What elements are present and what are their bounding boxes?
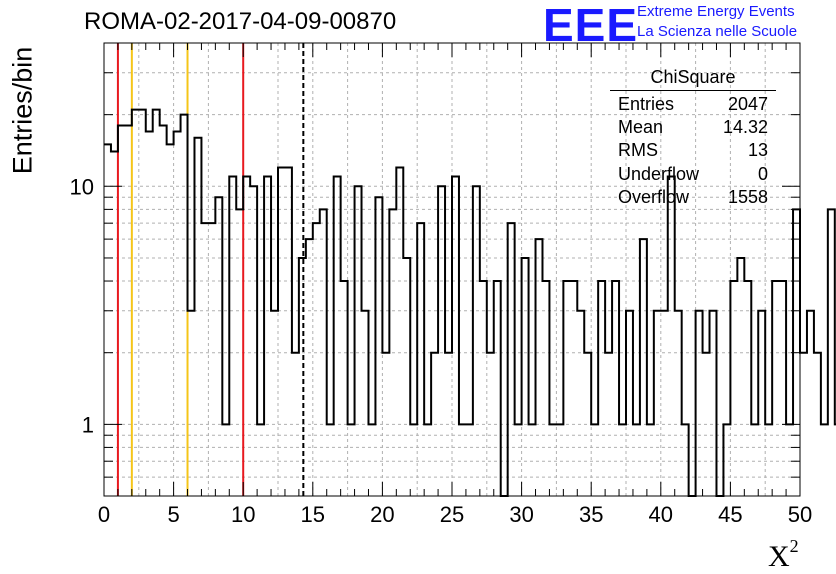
stats-label: Mean bbox=[618, 117, 664, 138]
stats-value: 14.32 bbox=[722, 117, 768, 138]
logo-line1: Extreme Energy Events bbox=[637, 3, 795, 20]
stats-row: Entries 2047 bbox=[610, 93, 776, 116]
stats-value: 2047 bbox=[727, 94, 768, 114]
x-axis-label-text: X bbox=[768, 540, 790, 573]
stats-value: 0 bbox=[757, 163, 768, 184]
stats-row: Overflow 1558 bbox=[610, 186, 776, 209]
x-tick-label: 0 bbox=[98, 502, 110, 527]
x-tick-label: 10 bbox=[231, 502, 255, 527]
x-tick-label: 5 bbox=[167, 502, 179, 527]
stats-label: Entries bbox=[618, 94, 675, 114]
x-tick-label: 45 bbox=[718, 502, 742, 527]
stats-value: 1558 bbox=[727, 186, 768, 207]
eee-logo: EEE bbox=[543, 0, 639, 51]
stats-row: Mean 14.32 bbox=[610, 116, 776, 139]
stats-label: RMS bbox=[618, 140, 658, 161]
chart-title: ROMA-02-2017-04-09-00870 bbox=[84, 8, 397, 35]
stats-label: Overflow bbox=[618, 186, 690, 207]
x-tick-label: 25 bbox=[440, 502, 464, 527]
x-axis-label-sup: 2 bbox=[789, 536, 799, 556]
stats-row: Underflow 0 bbox=[610, 163, 776, 186]
x-tick-label: 30 bbox=[509, 502, 533, 527]
x-axis-label: X2 bbox=[768, 536, 799, 574]
stats-value: 13 bbox=[747, 140, 768, 161]
x-tick-label: 35 bbox=[579, 502, 603, 527]
x-tick-label: 20 bbox=[370, 502, 394, 527]
stats-label: Underflow bbox=[618, 163, 700, 184]
y-axis-label: Entries/bin bbox=[7, 46, 38, 175]
y-tick-label: 1 bbox=[82, 412, 94, 437]
x-tick-label: 40 bbox=[649, 502, 673, 527]
stats-row: RMS 13 bbox=[610, 139, 776, 162]
x-tick-label: 50 bbox=[788, 502, 812, 527]
stats-title: ChiSquare bbox=[610, 66, 776, 91]
x-tick-label: 15 bbox=[301, 502, 325, 527]
y-tick-label: 10 bbox=[70, 174, 94, 199]
stats-box: ChiSquare Entries 2047 Mean 14.32 RMS 13 Un… bbox=[610, 66, 776, 209]
logo-line2: La Scienza nelle Scuole bbox=[637, 23, 798, 40]
